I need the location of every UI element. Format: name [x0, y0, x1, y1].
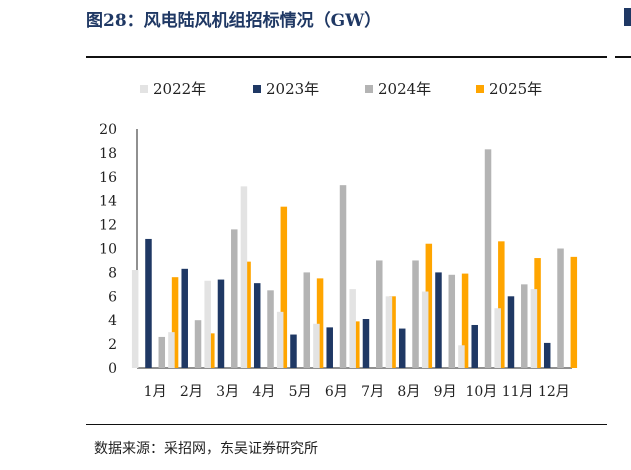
- bar-2023-5: [290, 334, 297, 368]
- adjacent-figure-rule: [615, 56, 631, 58]
- bar-2025-11: [534, 258, 541, 368]
- bar-2023-10: [471, 324, 478, 368]
- bar-2023-8: [398, 328, 406, 368]
- bar-2022-7: [349, 289, 356, 368]
- x-tick-label: 11月: [502, 384, 534, 400]
- x-tick-label: 5月: [289, 384, 312, 400]
- bar-2023-12: [543, 342, 551, 368]
- bar-2024-5: [303, 272, 311, 368]
- bar-2024-10: [484, 149, 492, 368]
- bar-2024-6: [339, 185, 347, 368]
- bar-2024-11: [521, 284, 528, 368]
- y-tick-label: 14: [99, 194, 117, 210]
- bar-2024-7: [376, 260, 383, 368]
- x-tick-label: 2月: [180, 384, 203, 400]
- x-tick-label: 1月: [144, 384, 167, 400]
- y-tick-label: 20: [99, 122, 117, 138]
- legend-item-2025: 2025年: [476, 78, 542, 99]
- x-tick-label: 8月: [397, 384, 420, 400]
- legend-item-2024: 2024年: [365, 78, 431, 99]
- bar-2024-9: [448, 274, 456, 368]
- source-note: 数据来源：采招网，东吴证券研究所: [94, 441, 318, 457]
- bar-2022-2: [168, 332, 175, 368]
- bar-2025-8: [425, 243, 433, 368]
- y-tick-label: 0: [108, 361, 117, 377]
- bar-2025-12: [570, 256, 578, 368]
- y-tick-label: 10: [99, 242, 117, 258]
- bar-2024-12: [557, 248, 564, 368]
- bar-2022-12: [530, 289, 538, 368]
- y-tick-label: 4: [108, 313, 117, 329]
- chart-legend: 2022年 2023年 2024年 2025年: [140, 78, 600, 100]
- bar-2023-6: [326, 327, 333, 368]
- top-rule: [86, 56, 607, 58]
- legend-label-2024: 2024年: [378, 80, 432, 98]
- bar-2022-3: [204, 280, 211, 368]
- bottom-rule: [86, 424, 607, 425]
- bar-2024-2: [194, 320, 202, 368]
- adjacent-figure-title-fragment: [624, 8, 631, 26]
- legend-label-2022: 2022年: [153, 80, 207, 98]
- bar-2023-9: [435, 272, 442, 368]
- legend-swatch-2023: [253, 84, 261, 93]
- bar-2025-4: [280, 206, 288, 368]
- legend-swatch-2025: [476, 84, 484, 93]
- bar-2025-2: [208, 333, 215, 368]
- legend-swatch-2024: [365, 84, 373, 93]
- legend-label-2025: 2025年: [489, 80, 543, 98]
- x-tick-label: 7月: [361, 384, 384, 400]
- legend-item-2022: 2022年: [140, 78, 206, 99]
- bar-2025-3: [244, 261, 251, 368]
- bar-2022-9: [421, 291, 429, 368]
- y-tick-label: 8: [108, 265, 117, 281]
- bar-2025-6: [353, 321, 360, 368]
- y-tick-label: 6: [108, 289, 117, 305]
- x-tick-label: 3月: [216, 384, 239, 400]
- x-tick-label: 9月: [434, 384, 457, 400]
- bar-2024-8: [412, 260, 419, 368]
- legend-label-2023: 2023年: [266, 80, 320, 98]
- bar-2025-1: [171, 277, 179, 368]
- bar-2024-3: [231, 229, 238, 368]
- legend-swatch-2022: [140, 84, 148, 93]
- y-tick-label: 18: [99, 146, 117, 162]
- bar-2023-4: [253, 283, 261, 368]
- bar-2022-10: [458, 345, 465, 368]
- figure-title: 图28：风电陆风机组招标情况（GW）: [86, 11, 382, 31]
- bar-2022-4: [240, 186, 248, 368]
- bar-2022-11: [494, 308, 501, 368]
- bar-2023-1: [145, 238, 152, 368]
- x-tick-label: 12月: [538, 384, 570, 400]
- bar-2025-10: [498, 241, 505, 368]
- bar-2022-1: [131, 270, 139, 368]
- legend-item-2023: 2023年: [253, 78, 319, 99]
- bar-2023-2: [181, 268, 188, 368]
- bar-2023-3: [217, 279, 225, 368]
- bar-2023-11: [507, 296, 515, 368]
- bar-2024-1: [158, 336, 166, 368]
- bar-2025-9: [461, 273, 469, 368]
- bar-2025-5: [316, 278, 324, 368]
- bar-2023-7: [362, 319, 370, 368]
- x-tick-label: 6月: [325, 384, 348, 400]
- x-tick-label: 10月: [465, 384, 497, 400]
- bar-2022-5: [276, 311, 284, 368]
- y-tick-label: 12: [99, 218, 117, 234]
- bar-2024-4: [267, 290, 274, 368]
- x-tick-label: 4月: [252, 384, 275, 400]
- bar-2022-8: [385, 296, 393, 368]
- bar-2025-7: [389, 296, 396, 368]
- y-tick-label: 16: [99, 170, 117, 186]
- y-tick-label: 2: [108, 337, 117, 353]
- bar-2022-6: [313, 323, 320, 368]
